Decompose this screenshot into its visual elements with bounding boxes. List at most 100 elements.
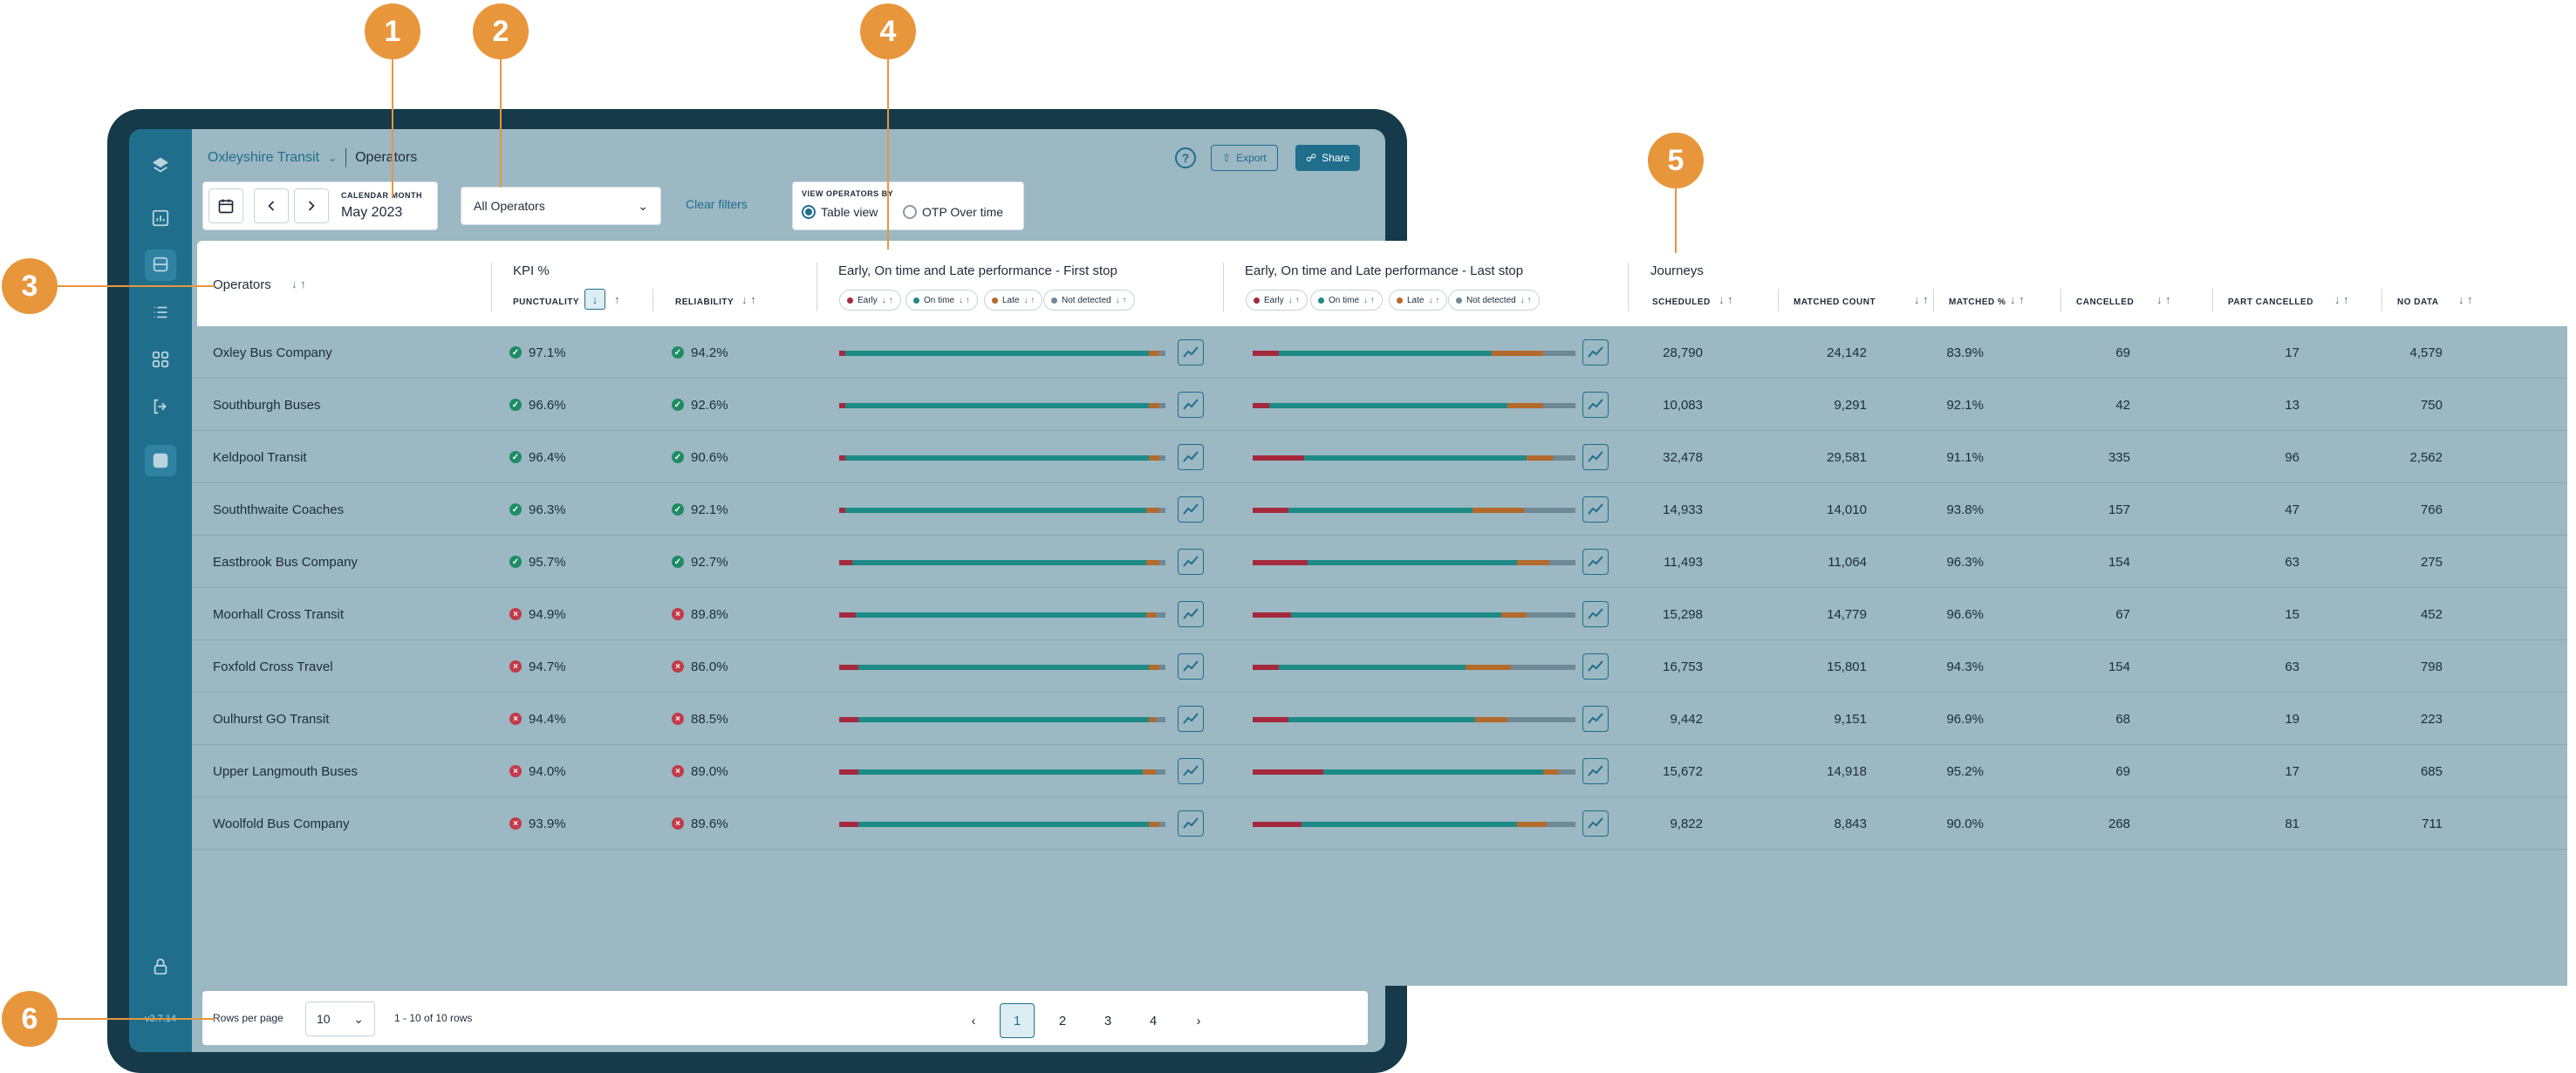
table-row[interactable]: Southburgh Buses ✓ 96.6% ✓ 92.6% 10,083 9,291 9… <box>192 379 2567 431</box>
operator-name[interactable]: Upper Langmouth Buses <box>213 763 358 779</box>
journey-col-header[interactable]: PART CANCELLED <box>2228 297 2313 307</box>
trend-chart-button[interactable] <box>1178 653 1204 680</box>
trend-chart-button[interactable] <box>1178 339 1204 366</box>
chart-icon[interactable] <box>145 202 176 234</box>
page-button-1[interactable]: 1 <box>1000 1003 1035 1038</box>
sort-arrows-icon[interactable]: ↓ ↑ <box>1288 295 1300 305</box>
trend-chart-button[interactable] <box>1582 706 1609 732</box>
next-month-button[interactable] <box>294 188 329 223</box>
sort-arrows-icon[interactable]: ↓ ↑ <box>1363 295 1375 305</box>
filter-chip-on-time[interactable]: On time ↓ ↑ <box>905 290 978 311</box>
clear-filters-link[interactable]: Clear filters <box>686 197 748 211</box>
bus-icon[interactable] <box>145 249 176 281</box>
filter-chip-not-detected[interactable]: Not detected ↓ ↑ <box>1043 290 1135 311</box>
sort-arrows-icon[interactable]: ↓ ↑ <box>881 295 893 305</box>
page-button-4[interactable]: 4 <box>1149 1013 1158 1029</box>
trend-chart-button[interactable] <box>1178 706 1204 732</box>
prev-page-button[interactable]: ‹ <box>956 1003 991 1038</box>
rows-per-page-select[interactable]: 10 ⌄ <box>305 1001 375 1036</box>
sort-arrows-icon[interactable]: ↓ ↑ <box>1718 293 1733 306</box>
calendar-button[interactable] <box>208 188 243 223</box>
sort-arrows-icon[interactable]: ↓ ↑ <box>2334 293 2349 306</box>
journey-col-header[interactable]: MATCHED % <box>1949 297 2006 307</box>
trend-chart-button[interactable] <box>1582 653 1609 680</box>
filter-chip-early[interactable]: Early ↓ ↑ <box>839 290 901 311</box>
table-row[interactable]: Oxley Bus Company ✓ 97.1% ✓ 94.2% 28,790 24,14… <box>192 326 2567 379</box>
trend-chart-button[interactable] <box>1178 810 1204 837</box>
journey-col-header[interactable]: MATCHED COUNT <box>1794 297 1876 307</box>
table-row[interactable]: Eastbrook Bus Company ✓ 95.7% ✓ 92.7% 11,493 1… <box>192 536 2567 588</box>
sort-arrows-icon[interactable]: ↓ ↑ <box>1115 295 1127 305</box>
trend-chart-button[interactable] <box>1178 444 1204 470</box>
next-page-button[interactable]: › <box>1181 1003 1216 1038</box>
org-switcher[interactable]: Oxleyshire Transit <box>208 150 320 165</box>
view-option-otp[interactable]: OTP Over time <box>903 205 1003 219</box>
view-option-table[interactable]: Table view <box>802 205 878 219</box>
trend-chart-button[interactable] <box>1178 496 1204 523</box>
operator-name[interactable]: Foxfold Cross Travel <box>213 659 333 674</box>
sort-arrows-icon[interactable]: ↓ ↑ <box>291 277 306 290</box>
operator-select[interactable]: All Operators ⌄ <box>461 187 661 225</box>
sort-arrows-icon[interactable]: ↓ ↑ <box>2010 293 2025 306</box>
page-button-3[interactable]: 3 <box>1104 1013 1112 1029</box>
trend-chart-button[interactable] <box>1582 810 1609 837</box>
journey-col-header[interactable]: NO DATA <box>2397 297 2439 307</box>
trend-chart-button[interactable] <box>1582 758 1609 784</box>
sort-arrows-icon[interactable]: ↓ ↑ <box>2156 293 2171 306</box>
trend-chart-button[interactable] <box>1178 392 1204 418</box>
export-button[interactable]: ⇧ Export <box>1211 145 1278 171</box>
filter-chip-late[interactable]: Late ↓ ↑ <box>1389 290 1448 311</box>
filter-chip-on-time[interactable]: On time ↓ ↑ <box>1310 290 1383 311</box>
page-button-2[interactable]: 2 <box>1058 1013 1067 1029</box>
trend-chart-button[interactable] <box>1582 496 1609 523</box>
operators-header[interactable]: Operators <box>213 277 271 292</box>
table-row[interactable]: Upper Langmouth Buses × 94.0% × 89.0% 15,672 1… <box>192 745 2567 797</box>
table-row[interactable]: Moorhall Cross Transit × 94.9% × 89.8% 15,298… <box>192 588 2567 640</box>
operator-name[interactable]: Oulhurst GO Transit <box>213 711 330 727</box>
sort-arrows-icon[interactable]: ↓ ↑ <box>1914 293 1929 306</box>
reliability-header[interactable]: RELIABILITY <box>675 297 735 307</box>
list-icon[interactable] <box>145 297 176 328</box>
table-row[interactable]: Souththwaite Coaches ✓ 96.3% ✓ 92.1% 14,933 14… <box>192 483 2567 536</box>
filter-chip-not-detected[interactable]: Not detected ↓ ↑ <box>1448 290 1540 311</box>
operator-name[interactable]: Keldpool Transit <box>213 449 307 465</box>
sort-arrows-icon[interactable]: ↓ ↑ <box>1428 295 1440 305</box>
operator-name[interactable]: Moorhall Cross Transit <box>213 606 345 622</box>
trend-chart-button[interactable] <box>1582 392 1609 418</box>
grid-icon[interactable] <box>145 344 176 375</box>
table-row[interactable]: Woolfold Bus Company × 93.9% × 89.6% 9,822 8,8… <box>192 797 2567 850</box>
operator-name[interactable]: Souththwaite Coaches <box>213 502 345 517</box>
sort-arrows-icon[interactable]: ↓ ↑ <box>959 295 970 305</box>
chevron-down-icon[interactable]: ⌄ <box>328 152 338 164</box>
trend-chart-button[interactable] <box>1178 601 1204 627</box>
lock-icon[interactable] <box>145 951 176 982</box>
sort-arrows-icon[interactable]: ↓ ↑ <box>1520 295 1532 305</box>
filter-chip-late[interactable]: Late ↓ ↑ <box>984 290 1043 311</box>
logo-icon[interactable] <box>145 150 176 181</box>
table-row[interactable]: Oulhurst GO Transit × 94.4% × 88.5% 9,442 9,15… <box>192 693 2567 745</box>
sort-desc-active-icon[interactable]: ↓ <box>584 289 605 310</box>
journey-col-header[interactable]: CANCELLED <box>2076 297 2135 307</box>
table-row[interactable]: Keldpool Transit ✓ 96.4% ✓ 90.6% 32,478 29,581… <box>192 431 2567 483</box>
table-row[interactable]: Foxfold Cross Travel × 94.7% × 86.0% 16,753 15… <box>192 640 2567 693</box>
help-icon[interactable]: ? <box>1175 147 1196 168</box>
logout-icon[interactable] <box>145 391 176 422</box>
trend-chart-button[interactable] <box>1178 549 1204 575</box>
filter-chip-early[interactable]: Early ↓ ↑ <box>1246 290 1308 311</box>
trend-chart-button[interactable] <box>1582 444 1609 470</box>
trend-chart-button[interactable] <box>1582 549 1609 575</box>
trend-chart-button[interactable] <box>1582 339 1609 366</box>
sort-arrows-icon[interactable]: ↓ ↑ <box>2458 293 2473 306</box>
trend-chart-button[interactable] <box>1178 758 1204 784</box>
document-icon[interactable] <box>145 445 176 476</box>
operator-name[interactable]: Oxley Bus Company <box>213 345 332 360</box>
prev-month-button[interactable] <box>254 188 289 223</box>
operator-name[interactable]: Eastbrook Bus Company <box>213 554 358 570</box>
journey-col-header[interactable]: SCHEDULED <box>1652 297 1711 307</box>
punctuality-header[interactable]: PUNCTUALITY <box>513 297 580 307</box>
sort-asc-icon[interactable]: ↑ <box>614 293 620 306</box>
sort-arrows-icon[interactable]: ↓ ↑ <box>741 293 756 306</box>
trend-chart-button[interactable] <box>1582 601 1609 627</box>
operator-name[interactable]: Southburgh Buses <box>213 397 321 413</box>
share-button[interactable]: ☍ Share <box>1295 145 1361 171</box>
